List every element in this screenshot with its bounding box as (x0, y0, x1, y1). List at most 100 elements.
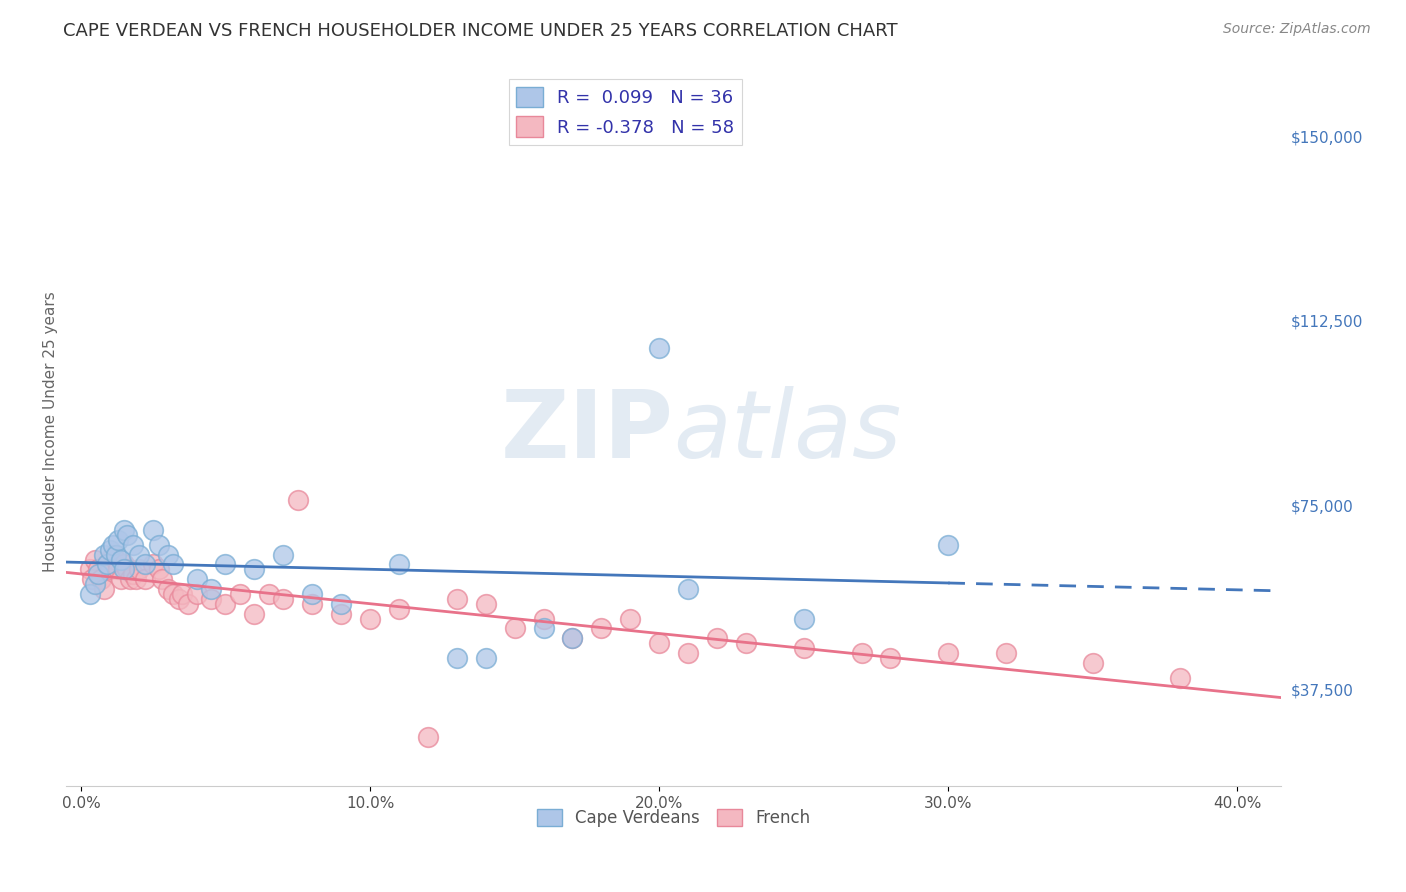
Point (503, 621, 526, 635)
Text: CAPE VERDEAN VS FRENCH HOUSEHOLDER INCOME UNDER 25 YEARS CORRELATION CHART: CAPE VERDEAN VS FRENCH HOUSEHOLDER INCOM… (63, 22, 898, 40)
Point (533, 621, 555, 635)
Point (87, 567, 110, 582)
Text: ZIP: ZIP (501, 385, 673, 477)
Point (82, 572, 104, 586)
Point (120, 572, 142, 586)
Point (156, 548, 179, 562)
Point (301, 597, 323, 611)
Point (90, 572, 112, 586)
Point (115, 562, 138, 576)
Point (793, 641, 815, 656)
Point (101, 548, 124, 562)
Point (330, 607, 353, 621)
Point (851, 646, 873, 660)
Point (214, 597, 236, 611)
Point (128, 562, 150, 576)
Point (648, 636, 671, 650)
Point (533, 611, 555, 625)
Point (446, 591, 468, 606)
Point (1081, 656, 1104, 670)
Point (561, 631, 583, 645)
Point (1168, 671, 1191, 685)
Text: atlas: atlas (673, 386, 901, 477)
Point (879, 651, 901, 665)
Point (446, 651, 468, 665)
Point (107, 562, 129, 576)
Point (101, 538, 124, 552)
Point (648, 341, 671, 355)
Point (128, 548, 150, 562)
Point (936, 646, 959, 660)
Legend: Cape Verdeans, French: Cape Verdeans, French (530, 803, 817, 834)
Point (474, 597, 496, 611)
Point (96, 558, 118, 572)
Point (122, 538, 145, 552)
Point (110, 552, 132, 566)
Point (142, 523, 165, 537)
Point (107, 533, 129, 547)
Point (87, 562, 110, 576)
Point (93, 548, 115, 562)
Point (676, 646, 699, 660)
Point (287, 493, 309, 508)
Point (416, 730, 439, 744)
Point (93, 582, 115, 596)
Point (257, 587, 280, 601)
Text: Source: ZipAtlas.com: Source: ZipAtlas.com (1223, 22, 1371, 37)
Point (177, 597, 200, 611)
Point (84, 577, 107, 591)
Point (79, 562, 101, 576)
Y-axis label: Householder Income Under 25 years: Householder Income Under 25 years (44, 292, 58, 572)
Point (359, 611, 381, 625)
Point (148, 538, 170, 552)
Point (186, 587, 208, 601)
Point (167, 591, 190, 606)
Point (84, 552, 107, 566)
Point (200, 591, 222, 606)
Point (162, 587, 184, 601)
Point (243, 607, 266, 621)
Point (330, 597, 353, 611)
Point (115, 528, 138, 542)
Point (676, 582, 699, 596)
Point (112, 558, 135, 572)
Point (388, 601, 411, 615)
Point (79, 587, 101, 601)
Point (995, 646, 1018, 660)
Point (148, 562, 170, 576)
Point (150, 572, 173, 586)
Point (98, 542, 121, 557)
Point (619, 611, 641, 625)
Point (98, 562, 121, 576)
Point (271, 591, 294, 606)
Point (110, 572, 132, 586)
Point (104, 548, 127, 562)
Point (112, 562, 135, 576)
Point (134, 558, 156, 572)
Point (162, 558, 184, 572)
Point (134, 572, 156, 586)
Point (301, 587, 323, 601)
Point (112, 523, 135, 537)
Point (271, 548, 294, 562)
Point (243, 562, 266, 576)
Point (591, 621, 613, 635)
Point (561, 631, 583, 645)
Point (156, 582, 179, 596)
Point (122, 567, 145, 582)
Point (229, 587, 252, 601)
Point (735, 636, 758, 650)
Point (936, 538, 959, 552)
Point (172, 587, 194, 601)
Point (200, 582, 222, 596)
Point (186, 572, 208, 586)
Point (214, 558, 236, 572)
Point (142, 558, 165, 572)
Point (104, 552, 127, 566)
Point (388, 558, 411, 572)
Point (474, 651, 496, 665)
Point (96, 558, 118, 572)
Point (706, 631, 728, 645)
Point (125, 572, 148, 586)
Point (793, 611, 815, 625)
